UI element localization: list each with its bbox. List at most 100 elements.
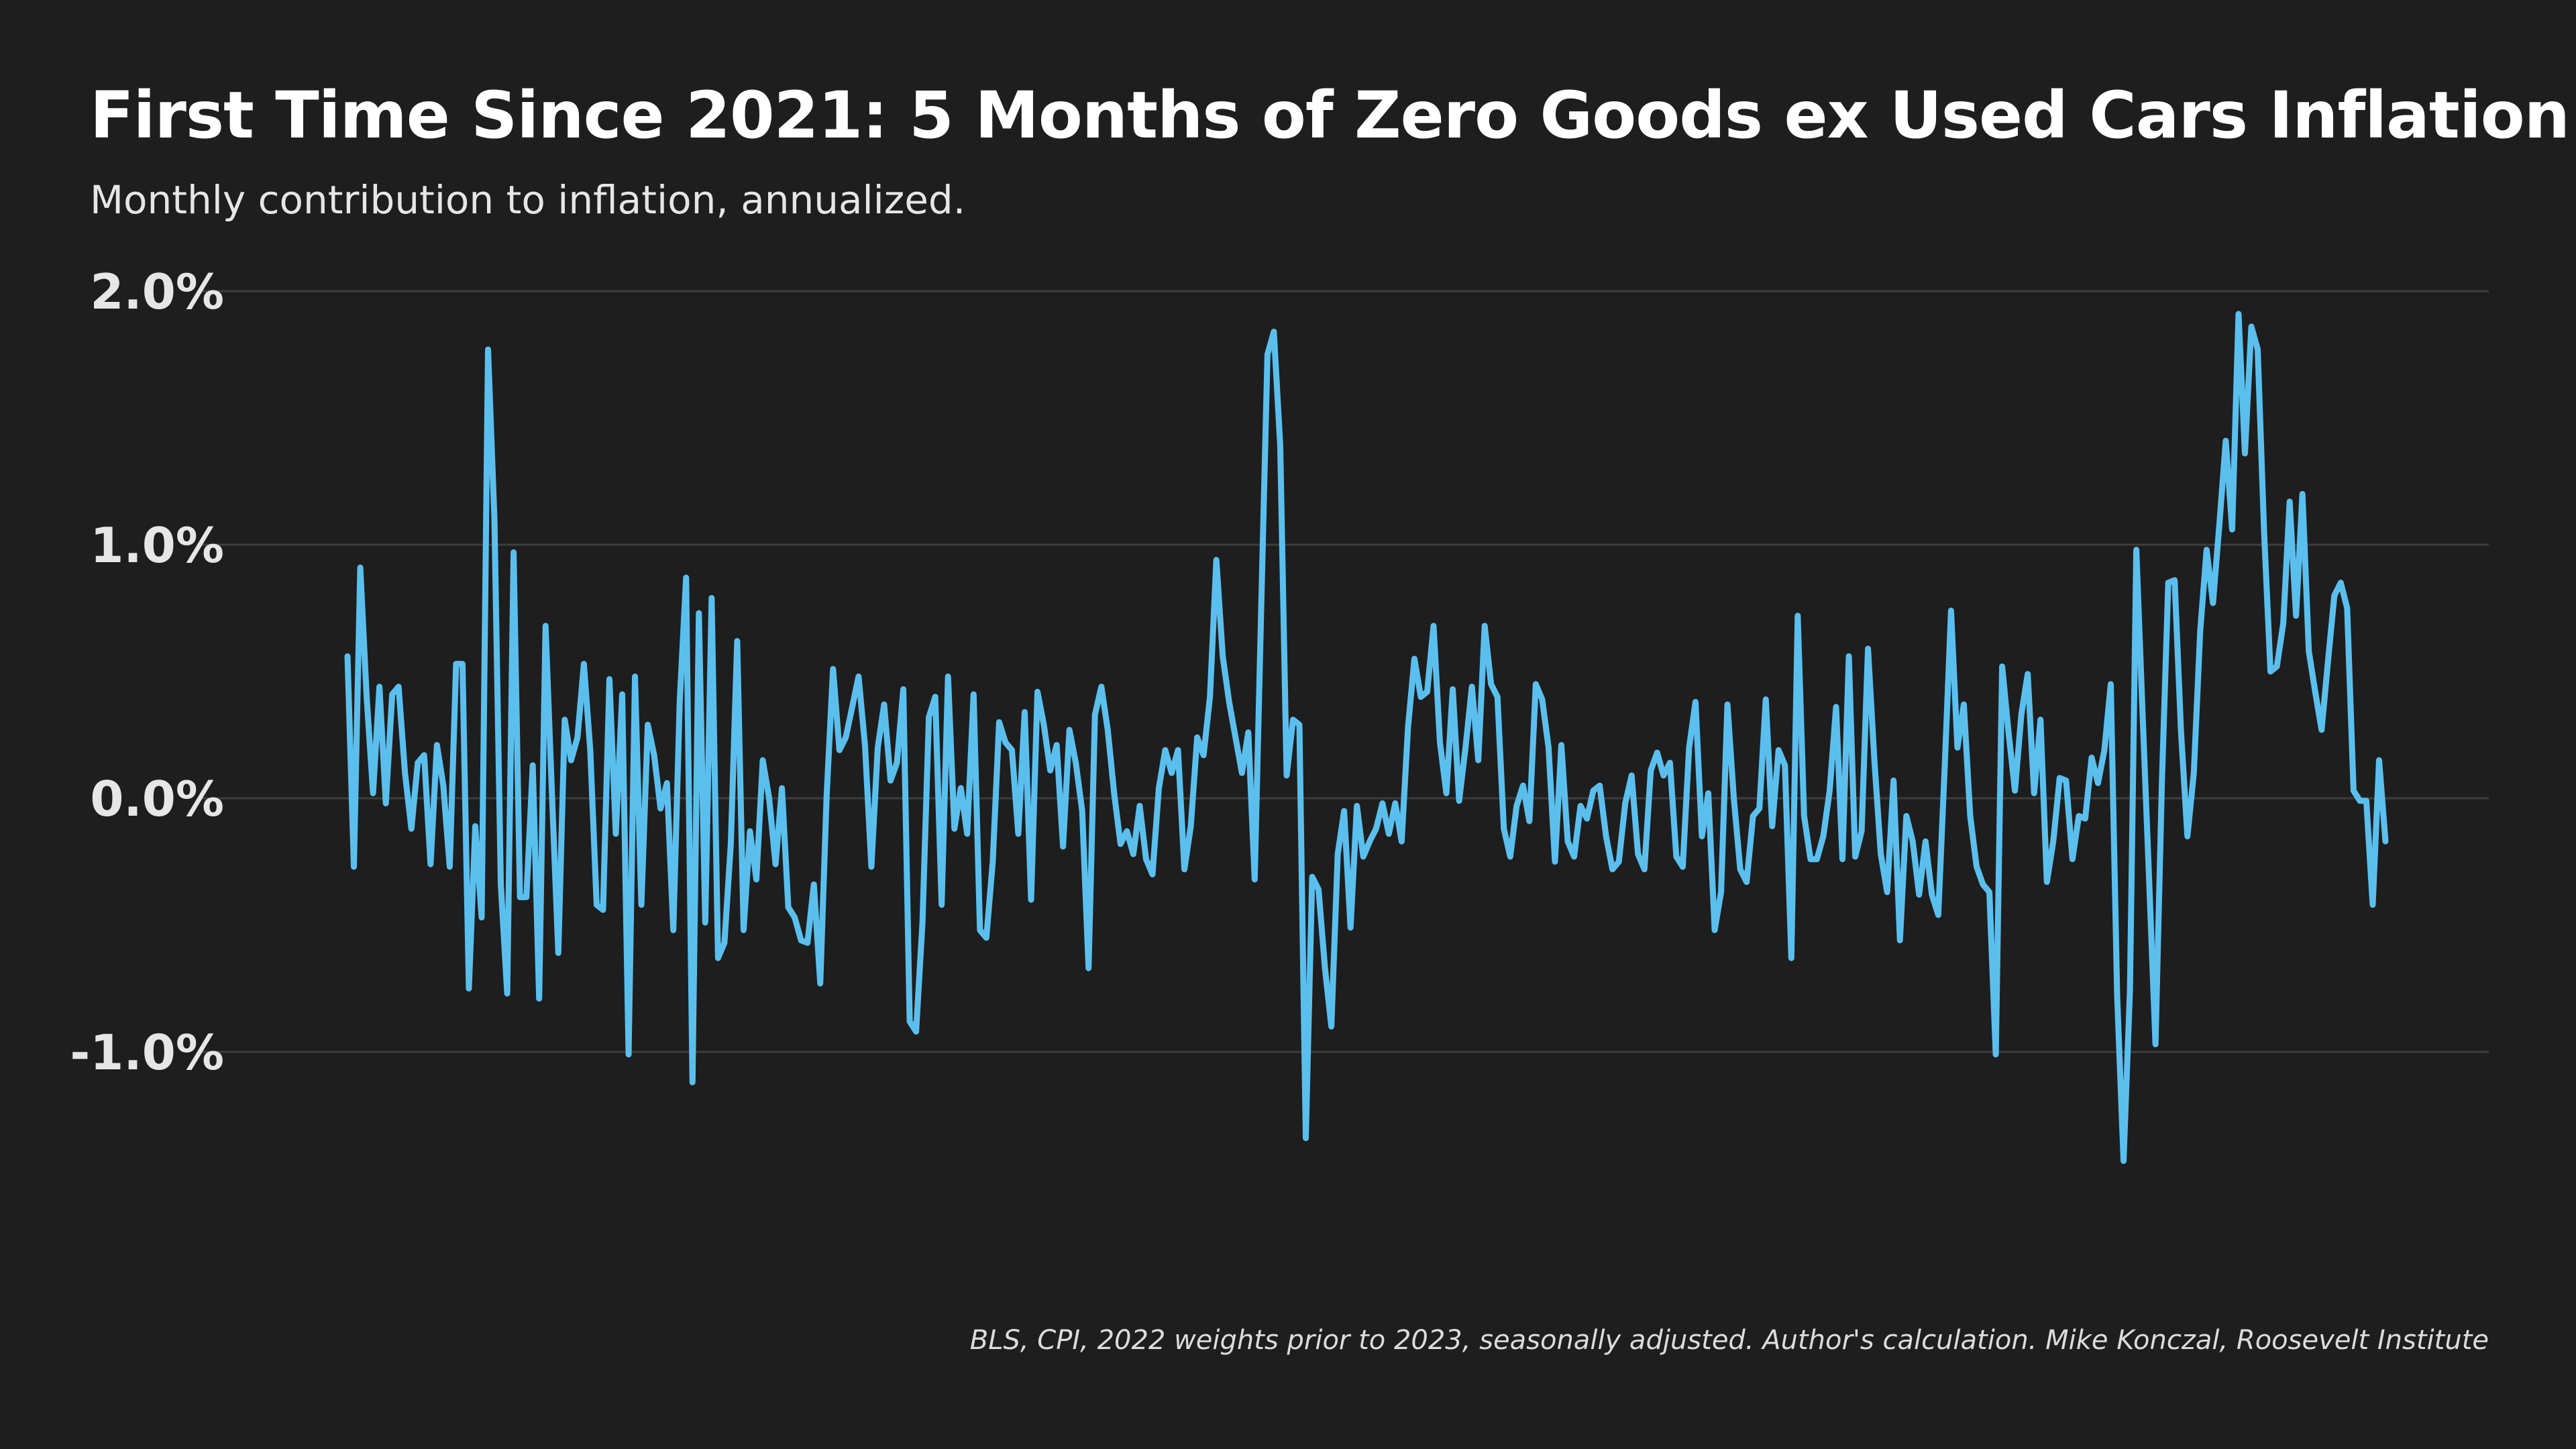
data-point: [2321, 729, 2322, 730]
data-point: [1260, 613, 1261, 614]
data-point: [1382, 803, 1383, 804]
data-point: [1235, 737, 1236, 738]
data-point: [2161, 783, 2162, 784]
data-point: [641, 904, 642, 905]
series-layer: [344, 311, 2389, 1165]
data-point: [1126, 831, 1127, 832]
data-point: [1050, 770, 1051, 771]
gridlines: [201, 290, 2489, 1053]
series-line: [344, 311, 2389, 1165]
data-point: [1216, 559, 1217, 560]
data-point: [1688, 747, 1689, 748]
data-point: [2059, 777, 2060, 778]
data-point: [1299, 724, 1300, 725]
chart-subtitle: Monthly contribution to inflation, annua…: [90, 177, 966, 223]
data-point: [858, 676, 859, 677]
data-point: [468, 988, 469, 989]
data-point: [1120, 844, 1121, 845]
data-point: [1446, 793, 1447, 794]
data-point: [1835, 706, 1836, 707]
data-point: [1983, 884, 1984, 885]
data-point: [609, 679, 610, 680]
data-point: [1701, 836, 1702, 837]
data-point: [903, 689, 904, 690]
data-point: [1331, 1026, 1332, 1027]
data-point: [1465, 747, 1466, 748]
data-point: [845, 737, 846, 738]
data-point: [705, 922, 706, 923]
data-point: [1401, 841, 1402, 842]
data-point: [1548, 747, 1549, 748]
data-point: [794, 917, 795, 918]
data-point: [1350, 927, 1351, 928]
data-point: [941, 904, 942, 905]
y-tick-label: -1.0%: [70, 1024, 224, 1081]
data-point: [366, 696, 367, 697]
data-point: [1363, 856, 1364, 857]
data-point: [775, 864, 776, 865]
data-point: [2366, 800, 2367, 801]
data-point: [2021, 714, 2022, 715]
data-point: [411, 828, 412, 829]
data-point: [801, 940, 802, 941]
data-point: [883, 704, 884, 705]
data-point: [928, 717, 929, 718]
data-point: [948, 676, 949, 677]
data-point: [1452, 689, 1453, 690]
data-point: [692, 1082, 693, 1083]
data-point: [462, 663, 463, 664]
data-point: [1267, 354, 1268, 355]
data-point: [852, 706, 853, 707]
data-point: [1931, 894, 1932, 895]
data-point: [430, 864, 431, 865]
data-point: [1606, 836, 1607, 837]
data-point: [455, 663, 456, 664]
data-point: [2219, 524, 2220, 525]
data-point: [526, 897, 527, 898]
data-point: [839, 750, 840, 751]
data-point: [1797, 615, 1798, 616]
data-point: [2283, 623, 2284, 624]
data-point: [890, 780, 891, 781]
data-point: [2085, 818, 2086, 819]
data-point: [2008, 732, 2009, 733]
data-point: [1369, 841, 1370, 842]
data-point: [577, 737, 578, 738]
data-point: [1069, 729, 1070, 730]
data-point: [2353, 790, 2354, 791]
data-point: [1567, 841, 1568, 842]
data-point: [1855, 856, 1856, 857]
data-point: [551, 793, 552, 794]
data-point: [2359, 800, 2360, 801]
data-point: [749, 831, 750, 832]
data-point: [2040, 719, 2041, 720]
data-point: [1459, 800, 1460, 801]
data-point: [1325, 968, 1326, 969]
data-point: [2136, 549, 2137, 550]
data-point: [513, 552, 514, 553]
data-point: [1510, 856, 1511, 857]
data-point: [1593, 790, 1594, 791]
data-point: [647, 724, 648, 725]
data-point: [1733, 798, 1734, 799]
data-point: [545, 625, 546, 626]
data-point: [622, 694, 623, 695]
data-point: [788, 907, 789, 908]
data-point: [1222, 656, 1223, 657]
data-point: [564, 719, 565, 720]
data-point: [2034, 793, 2035, 794]
data-point: [373, 793, 374, 794]
data-point: [615, 833, 616, 834]
data-point: [1708, 793, 1709, 794]
data-point: [1376, 828, 1377, 829]
source-caption: BLS, CPI, 2022 weights prior to 2023, se…: [969, 1325, 2489, 1356]
data-point: [1088, 968, 1089, 969]
data-point: [2065, 780, 2066, 781]
data-point: [500, 884, 501, 885]
data-point: [481, 917, 482, 918]
data-point: [2181, 732, 2182, 733]
data-point: [1880, 854, 1881, 855]
data-point: [494, 519, 495, 520]
data-point: [1497, 696, 1498, 697]
